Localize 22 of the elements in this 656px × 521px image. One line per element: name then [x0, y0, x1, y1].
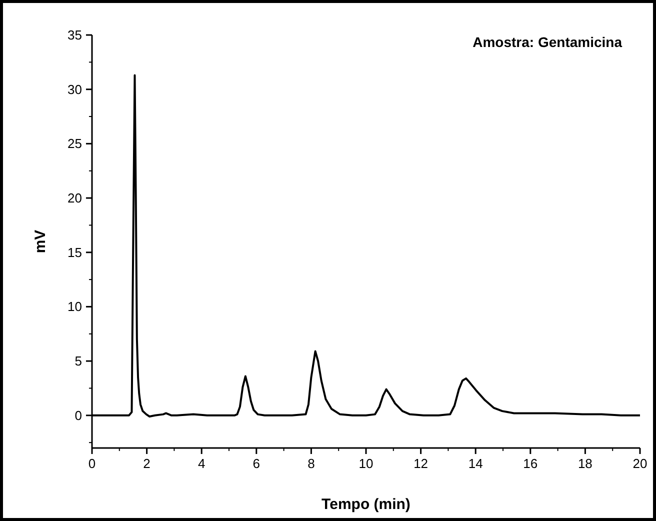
x-tick-label: 2 [143, 456, 150, 471]
x-axis-title: Tempo (min) [322, 496, 410, 513]
x-tick-label: 4 [198, 456, 206, 471]
x-tick-label: 6 [252, 456, 260, 471]
y-tick-label: 0 [74, 408, 82, 423]
y-tick-label: 15 [68, 244, 82, 260]
y-tick-label: 5 [74, 354, 82, 369]
x-tick-label: 8 [308, 456, 315, 471]
x-tick-label: 0 [88, 456, 96, 471]
y-tick-label: 20 [68, 190, 82, 206]
y-tick-label: 25 [68, 136, 82, 152]
y-axis-title: mV [32, 230, 49, 254]
x-tick-label: 18 [578, 456, 592, 471]
x-tick-label: 12 [414, 456, 428, 471]
x-tick-label: 16 [523, 456, 538, 471]
x-tick-label: 14 [468, 456, 483, 471]
y-tick-label: 30 [68, 82, 82, 97]
y-tick-label: 10 [68, 299, 82, 314]
y-tick-label: 35 [68, 28, 82, 42]
annotation: Amostra: Gentamicina [472, 34, 622, 50]
x-tick-label: 20 [632, 456, 648, 471]
x-tick-label: 10 [358, 456, 374, 471]
